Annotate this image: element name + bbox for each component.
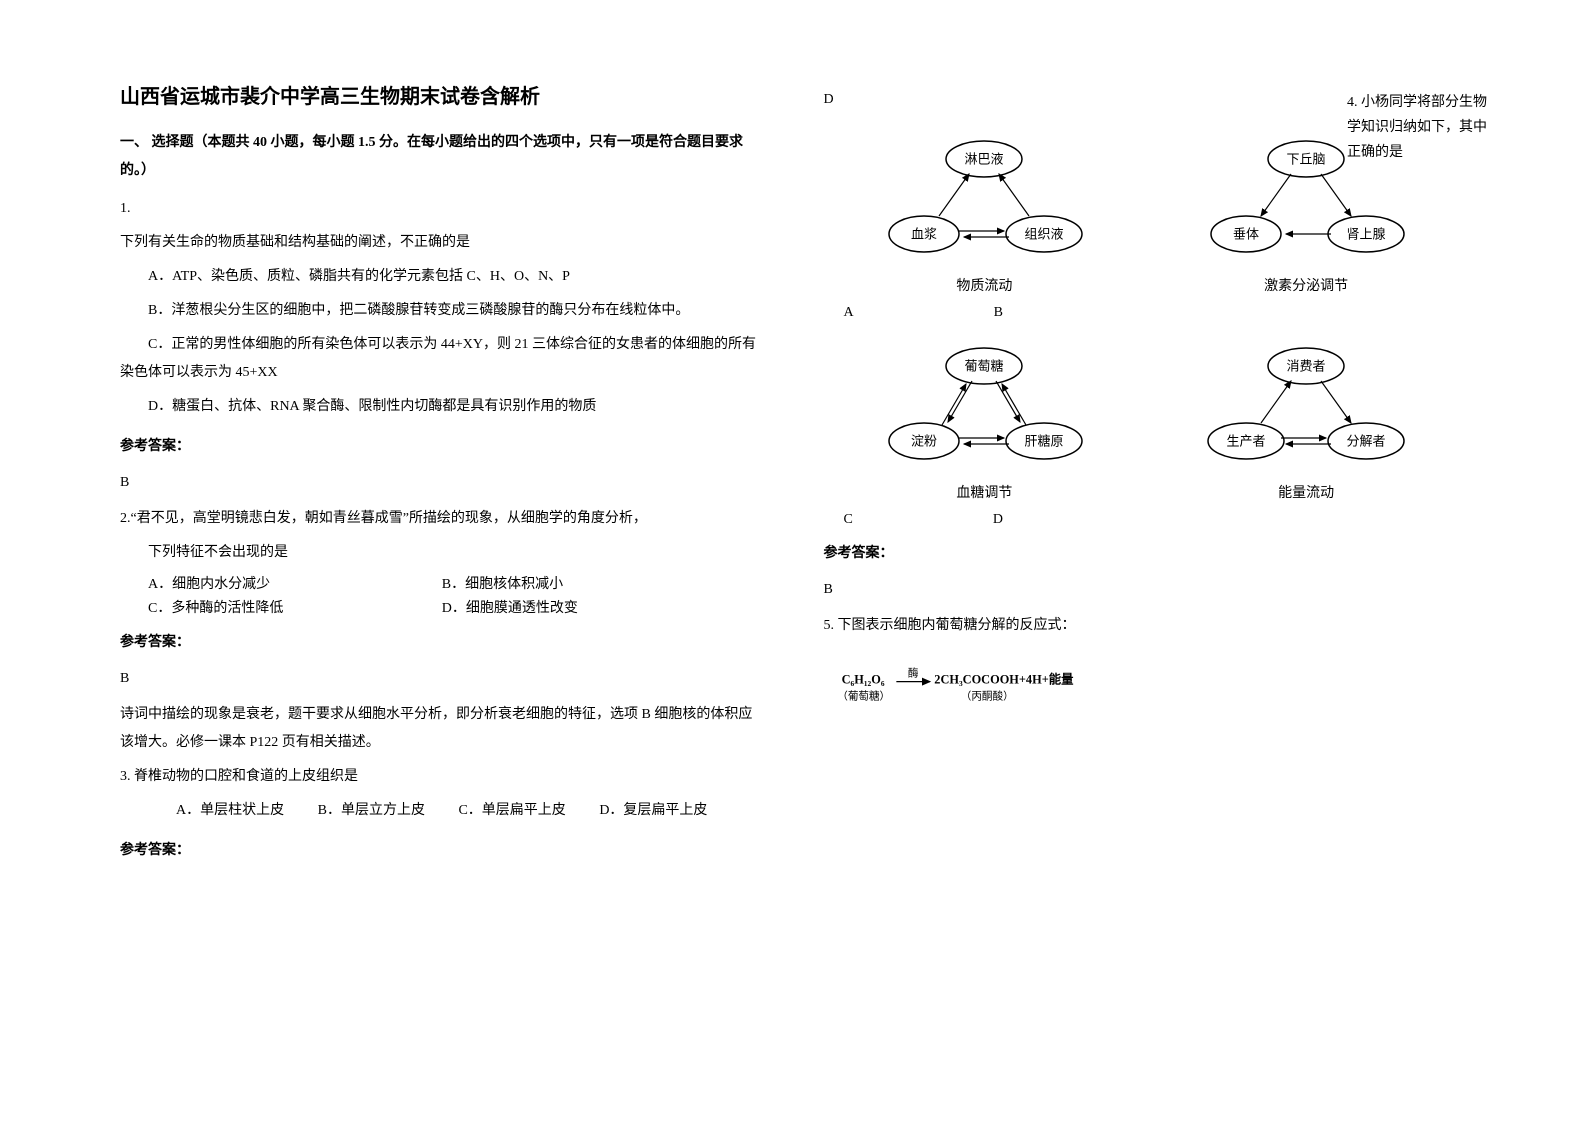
diagram-a-label: 物质流动 (874, 275, 1094, 295)
diagram-d-label: 能量流动 (1196, 482, 1416, 502)
formula-left-sub: （葡萄糖） (837, 689, 890, 702)
q3-option-a: A．单层柱状上皮 (176, 803, 284, 818)
diagram-b-left: 垂体 (1233, 227, 1259, 242)
label-row-cd: C D (824, 512, 1468, 528)
answer-label: 参考答案： (120, 837, 764, 865)
diagram-c-top: 葡萄糖 (965, 359, 1004, 374)
label-b: B (994, 305, 1003, 321)
q4-note: 4. 小杨同学将部分生物学知识归纳如下，其中正确的是 (1347, 90, 1487, 166)
diagram-c-right: 肝糖原 (1025, 434, 1064, 449)
q2-option-b: B．细胞核体积减小 (442, 573, 764, 593)
q2-explanation: 诗词中描绘的现象是衰老，题干要求从细胞水平分析，即分析衰老细胞的特征，选项 B … (120, 701, 764, 757)
diagram-b-label: 激素分泌调节 (1196, 275, 1416, 295)
diagram-b-right: 肾上腺 (1347, 227, 1386, 242)
formula-right-sub: （丙酮酸） (960, 689, 1013, 702)
q3-option-b: B．单层立方上皮 (318, 803, 425, 818)
q2-option-a: A．细胞内水分减少 (120, 573, 442, 593)
diagram-d-right: 分解者 (1347, 434, 1386, 449)
label-a: A (844, 305, 854, 321)
q2-option-c: C．多种酶的活性降低 (120, 597, 442, 617)
q2-stem: 2.“君不见，高堂明镜悲白发，朝如青丝暮成雪”所描绘的现象，从细胞学的角度分析， (120, 505, 764, 533)
formula-enzyme: 酶 (907, 666, 918, 679)
diagram-d-top: 消费者 (1287, 359, 1326, 374)
q4-answer: B (824, 576, 1468, 604)
answer-label: 参考答案： (824, 540, 1468, 568)
formula-right: 2CH₃COCOOH+4H+能量 (934, 671, 1074, 686)
q1-stem: 下列有关生命的物质基础和结构基础的阐述，不正确的是 (120, 229, 764, 257)
section-heading: 一、 选择题（本题共 40 小题，每小题 1.5 分。在每小题给出的四个选项中，… (120, 129, 764, 185)
diagram-c: 葡萄糖 淀粉 肝糖原 (874, 341, 1094, 471)
label-row-ab: A B (824, 305, 1468, 321)
q2-answer: B (120, 665, 764, 693)
diagram-c-left: 淀粉 (911, 434, 937, 449)
q3-stem: 3. 脊椎动物的口腔和食道的上皮组织是 (120, 763, 764, 791)
diagram-d-left: 生产者 (1227, 434, 1266, 449)
q1-option-b: B．洋葱根尖分生区的细胞中，把二磷酸腺苷转变成三磷酸腺苷的酶只分布在线粒体中。 (120, 297, 764, 325)
q3-option-d: D．复层扁平上皮 (599, 803, 707, 818)
q1-answer: B (120, 469, 764, 497)
diagram-a-top: 淋巴液 (965, 152, 1004, 167)
q1-option-c: C．正常的男性体细胞的所有染色体可以表示为 44+XY，则 21 三体综合征的女… (120, 331, 764, 387)
diagram-b-top: 下丘脑 (1287, 152, 1326, 167)
answer-label: 参考答案： (120, 629, 764, 657)
page-title: 山西省运城市裴介中学高三生物期末试卷含解析 (120, 80, 764, 109)
diagram-d: 消费者 生产者 分解者 (1196, 341, 1416, 471)
q1-number: 1. (120, 195, 764, 223)
label-c: C (844, 512, 853, 528)
diagram-a-right: 组织液 (1025, 227, 1064, 242)
label-d: D (993, 512, 1003, 528)
q5-stem: 5. 下图表示细胞内葡萄糖分解的反应式： (824, 612, 1468, 640)
diagram-a-left: 血浆 (911, 227, 937, 242)
q3-option-c: C．单层扁平上皮 (458, 803, 565, 818)
diagram-c-label: 血糖调节 (874, 482, 1094, 502)
formula-left: C₆H₁₂O₆ (841, 672, 884, 686)
q2-option-d: D．细胞膜通透性改变 (442, 597, 764, 617)
answer-label: 参考答案： (120, 433, 764, 461)
reaction-formula: C₆H₁₂O₆ （葡萄糖） 酶 2CH₃COCOOH+4H+能量 （丙酮酸） (824, 660, 1468, 725)
q2-stem-2: 下列特征不会出现的是 (120, 539, 764, 567)
q1-option-d: D．糖蛋白、抗体、RNA 聚合酶、限制性内切酶都是具有识别作用的物质 (120, 393, 764, 421)
diagram-row-2: 葡萄糖 淀粉 肝糖原 血糖调节 消费者 (824, 341, 1468, 502)
diagram-a: 淋巴液 血浆 组织液 (874, 134, 1094, 264)
q1-option-a: A．ATP、染色质、质粒、磷脂共有的化学元素包括 C、H、O、N、P (120, 263, 764, 291)
